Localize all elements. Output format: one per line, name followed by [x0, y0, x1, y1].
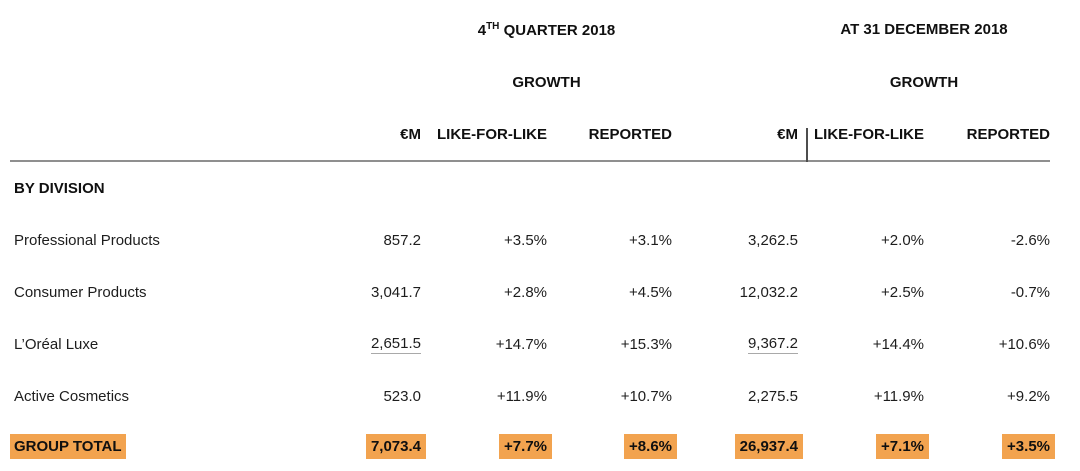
row-label: Professional Products — [14, 231, 160, 249]
column-header-em-q4: €M — [400, 125, 421, 143]
total-value-cell: 26,937.4 — [672, 422, 803, 471]
total-value-cell: 7,073.4 — [296, 422, 426, 471]
section-label: BY DIVISION — [14, 179, 105, 197]
total-value-highlight: +7.7% — [499, 434, 552, 459]
value-cell: -2.6% — [1010, 231, 1050, 249]
value-cell: 857.2 — [383, 231, 421, 249]
value-cell: +3.1% — [629, 231, 672, 249]
column-header-lfl-fy: LIKE-FOR-LIKE — [814, 125, 924, 143]
value-cell: +10.7% — [620, 387, 672, 405]
group-header-q4: 4TH QUARTER 2018 — [421, 0, 672, 56]
column-header-lfl-q4: LIKE-FOR-LIKE — [437, 125, 547, 143]
value-cell: +14.4% — [872, 335, 924, 353]
column-header-reported-fy: REPORTED — [966, 125, 1050, 143]
value-cell: +11.9% — [496, 387, 547, 405]
underlined-value: 9,367.2 — [747, 334, 798, 354]
q4-title-prefix: 4 — [477, 22, 487, 39]
value-cell: 12,032.2 — [739, 283, 798, 301]
value-cell: +9.2% — [1007, 387, 1050, 405]
value-cell: +4.5% — [629, 283, 672, 301]
total-value-highlight: +3.5% — [1002, 434, 1055, 459]
column-header-reported-q4: REPORTED — [588, 125, 672, 143]
total-value-cell: +7.7% — [421, 422, 552, 471]
value-cell: 523.0 — [383, 387, 421, 405]
header-rule — [10, 160, 1050, 162]
total-value-cell: +8.6% — [547, 422, 677, 471]
total-label-highlight: GROUP TOTAL — [10, 434, 126, 459]
row-label: Active Cosmetics — [14, 387, 130, 405]
total-value-cell: +7.1% — [798, 422, 929, 471]
value-cell: +10.6% — [998, 335, 1050, 353]
value-cell: 3,041.7 — [370, 283, 421, 301]
total-value-highlight: 26,937.4 — [734, 434, 803, 459]
row-label: Consumer Products — [14, 283, 147, 301]
q4-title-ordinal: TH — [486, 21, 500, 32]
results-grid: 4TH QUARTER 2018 AT 31 DECEMBER 2018 GRO… — [0, 0, 1055, 471]
total-value-highlight: 7,073.4 — [365, 434, 426, 459]
value-cell: 2,275.5 — [747, 387, 798, 405]
value-cell: +2.8% — [504, 283, 547, 301]
column-divider-line — [806, 128, 808, 162]
value-cell: +3.5% — [504, 231, 547, 249]
value-cell: +15.3% — [620, 335, 672, 353]
value-cell: +11.9% — [873, 387, 924, 405]
row-label: L’Oréal Luxe — [14, 335, 99, 353]
value-cell: +14.7% — [495, 335, 547, 353]
group-header-fy: AT 31 DECEMBER 2018 — [840, 21, 1008, 38]
value-cell: 9,367.2 — [672, 318, 798, 370]
value-cell: +2.5% — [881, 283, 924, 301]
value-cell: 2,651.5 — [296, 318, 421, 370]
value-cell: -0.7% — [1010, 283, 1050, 301]
growth-label-q4: GROWTH — [512, 73, 581, 91]
total-row-label: GROUP TOTAL — [0, 422, 296, 471]
value-cell: +2.0% — [881, 231, 924, 249]
column-header-em-fy: €M — [777, 125, 798, 143]
underlined-value: 2,651.5 — [370, 334, 421, 354]
total-value-cell: +3.5% — [924, 422, 1055, 471]
value-cell: 3,262.5 — [747, 231, 798, 249]
total-value-highlight: +8.6% — [624, 434, 677, 459]
growth-label-fy: GROWTH — [889, 73, 959, 91]
total-value-highlight: +7.1% — [876, 434, 929, 459]
q4-title-rest: QUARTER 2018 — [499, 22, 616, 39]
